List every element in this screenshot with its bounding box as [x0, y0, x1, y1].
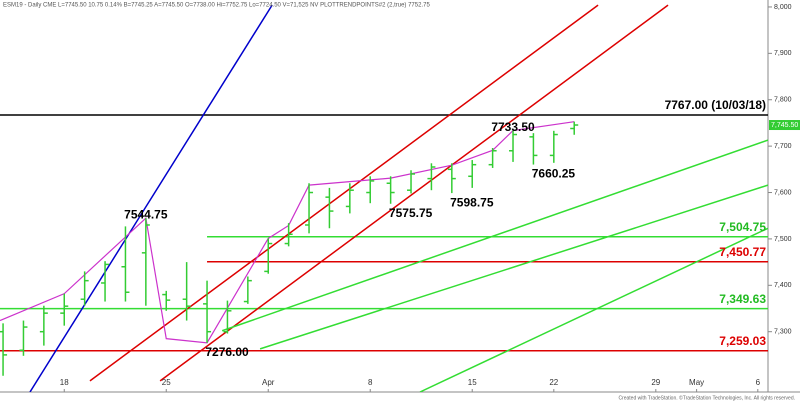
- trend-line: [419, 227, 768, 392]
- level-label: 7767.00 (10/03/18): [665, 98, 766, 112]
- x-tick-label: 6: [756, 378, 761, 387]
- trend-line: [259, 184, 768, 350]
- annotation: 7575.75: [389, 206, 433, 220]
- x-tick-label: 25: [162, 378, 171, 387]
- trend-line: [89, 4, 599, 382]
- x-tick-label: 8: [368, 378, 373, 387]
- y-tick-label: 7,900: [774, 50, 792, 57]
- x-tick-label: Apr: [262, 378, 275, 387]
- trend-line: [221, 139, 768, 332]
- level-label: 7,504.75: [719, 220, 766, 234]
- annotation: 7733.50: [491, 120, 535, 134]
- x-tick-label: 29: [651, 378, 660, 387]
- y-tick-label: 7,400: [774, 282, 792, 289]
- y-tick-label: 7,300: [774, 329, 792, 336]
- y-tick-label: 7,800: [774, 97, 792, 104]
- trend-line: [159, 4, 669, 382]
- annotation: 7598.75: [450, 195, 494, 209]
- level-label: 7,450.77: [719, 245, 766, 259]
- chart-title: ESM19 - Daily CME L=7745.50 10.75 0.14% …: [3, 3, 430, 9]
- x-tick-label: May: [689, 378, 704, 387]
- annotation: 7544.75: [124, 207, 168, 221]
- y-tick-label: 7,700: [774, 143, 792, 150]
- last-price-tag: [769, 120, 800, 131]
- x-tick-label: 18: [60, 378, 69, 387]
- y-tick-label: 7,500: [774, 236, 792, 243]
- footer: Created with TradeStation. ©TradeStation…: [618, 394, 795, 401]
- last-price-label: 7,745.50: [771, 122, 798, 129]
- y-tick-label: 8,000: [774, 4, 792, 11]
- annotation: 7660.25: [532, 167, 576, 181]
- y-tick-label: 7,600: [774, 189, 792, 196]
- x-tick-label: 22: [549, 378, 558, 387]
- level-label: 7,349.63: [719, 292, 766, 306]
- annotation: 7276.00: [205, 345, 249, 359]
- trend-line: [29, 4, 273, 392]
- plot-area: [0, 4, 768, 392]
- x-tick-label: 15: [468, 378, 477, 387]
- level-label: 7,259.03: [719, 334, 766, 348]
